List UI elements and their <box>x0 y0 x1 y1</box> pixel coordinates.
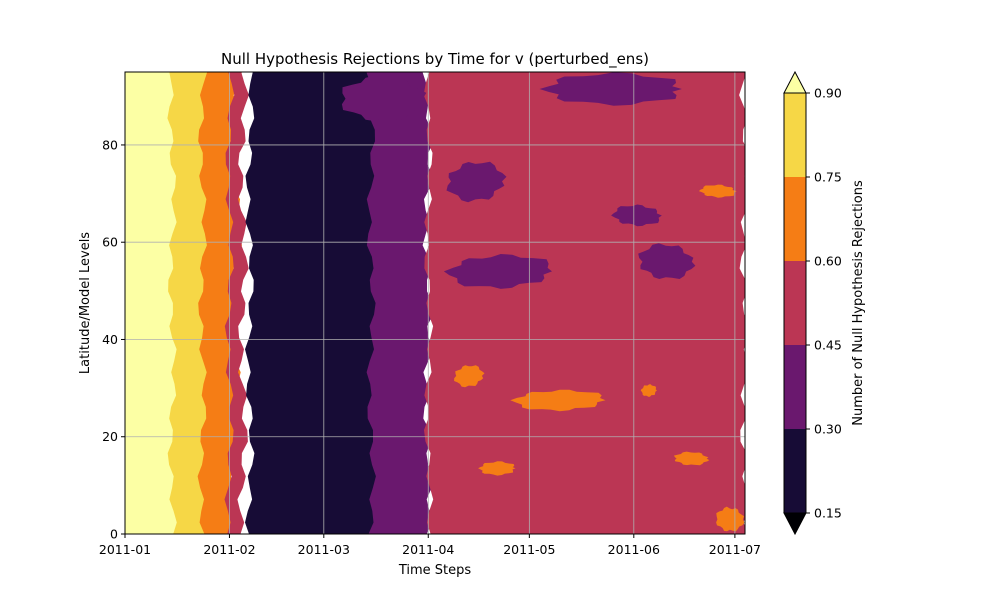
contour-band <box>245 72 387 534</box>
contour-patch <box>611 204 662 227</box>
colorbar-tick-label: 0.60 <box>814 254 842 269</box>
y-tick-label: 0 <box>110 527 118 542</box>
contour-patch <box>673 451 710 466</box>
contour-band <box>366 72 434 534</box>
grid-lines <box>125 72 745 534</box>
contour-patch <box>446 161 507 203</box>
y-tick-label: 40 <box>102 332 118 347</box>
colorbar-segment <box>784 261 806 345</box>
x-axis-ticks: 2011-01 2011-02 2011-03 2011-04 2011-05 2011-… <box>99 534 761 557</box>
contour-band <box>423 72 745 534</box>
contour-patch <box>443 254 552 289</box>
y-axis-ticks: 0 20 40 60 80 <box>102 137 125 542</box>
x-tick-label: 2011-06 <box>608 542 660 557</box>
colorbar-extend-max <box>783 70 807 94</box>
colorbar-segment <box>784 177 806 261</box>
y-tick-label: 20 <box>102 429 118 444</box>
x-tick-label: 2011-02 <box>203 542 255 557</box>
contour-patch <box>341 76 427 121</box>
plot-frame <box>124 71 746 535</box>
contour-patch <box>716 506 745 532</box>
colorbar-segment <box>784 345 806 429</box>
colorbar-segment <box>784 93 806 177</box>
y-tick-label: 60 <box>102 235 118 250</box>
colorbar-extend-min <box>783 512 807 536</box>
contour-patches <box>341 72 745 532</box>
x-tick-label: 2011-03 <box>298 542 350 557</box>
x-tick-label: 2011-07 <box>709 542 761 557</box>
contour-patch <box>539 72 682 106</box>
colorbar: 0.15 0.30 0.45 0.60 0.75 0.90 <box>783 70 842 536</box>
colorbar-tick-label: 0.75 <box>814 170 842 185</box>
y-axis-label: Latitude/Model Levels <box>78 232 93 374</box>
y-tick-label: 80 <box>102 137 118 152</box>
chart-title: Null Hypothesis Rejections by Time for v… <box>221 50 649 69</box>
x-axis-label: Time Steps <box>398 563 472 578</box>
colorbar-tick-label: 0.30 <box>814 422 842 437</box>
colorbar-frame <box>783 92 807 514</box>
contour-patch <box>640 384 657 397</box>
contour-patch <box>510 389 606 412</box>
colorbar-tick-label: 0.90 <box>814 86 842 101</box>
contour-bands <box>125 72 745 534</box>
plot-area <box>125 72 745 534</box>
contour-patch <box>454 365 485 388</box>
x-tick-label: 2011-01 <box>99 542 151 557</box>
colorbar-tick-label: 0.15 <box>814 506 842 521</box>
x-tick-label: 2011-05 <box>503 542 555 557</box>
colorbar-segment <box>784 429 806 513</box>
contour-patch <box>638 243 696 279</box>
contour-patch <box>478 461 516 476</box>
contour-patch <box>698 184 737 198</box>
contour-band <box>224 72 249 534</box>
colorbar-label: Number of Null Hypothesis Rejections <box>851 180 866 426</box>
colorbar-tick-label: 0.45 <box>814 338 842 353</box>
x-tick-label: 2011-04 <box>402 542 454 557</box>
